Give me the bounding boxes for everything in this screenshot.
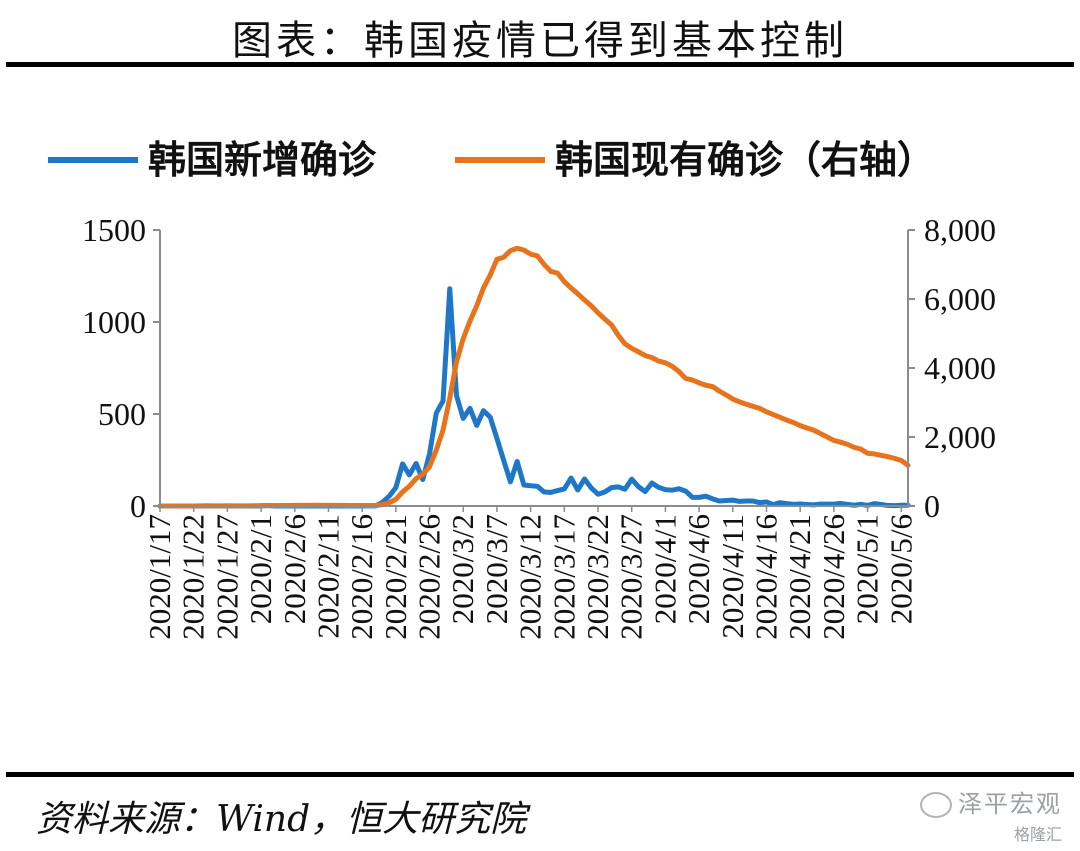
x-axis-tick-label: 2020/2/1	[243, 514, 278, 624]
x-axis-tick-label: 2020/4/21	[782, 514, 817, 640]
chart-legend: 韩国新增确诊 韩国现有确诊（右轴）	[48, 140, 935, 182]
x-axis-tick-label: 2020/4/16	[748, 514, 783, 640]
watermark-brand-text: 泽平宏观	[958, 790, 1062, 818]
x-axis-tick-labels: 2020/1/172020/1/222020/1/272020/2/12020/…	[142, 514, 918, 640]
x-axis-tick-label: 2020/3/27	[614, 514, 649, 640]
x-axis-tick-label: 2020/4/6	[681, 514, 716, 624]
right-axis-tick-label: 0	[924, 488, 940, 524]
series-line-active-cases	[157, 245, 911, 509]
x-axis-tick-label: 2020/2/6	[277, 514, 312, 624]
right-axis-tick-label: 4,000	[924, 350, 996, 386]
x-axis-tick-label: 2020/4/26	[816, 514, 851, 640]
right-axis-tick-label: 2,000	[924, 419, 996, 455]
legend-label: 韩国新增确诊	[148, 140, 377, 182]
x-axis-tick-label: 2020/4/1	[647, 514, 682, 624]
x-axis-tick-label: 2020/3/22	[580, 514, 615, 640]
x-axis-tick-label: 2020/3/7	[479, 514, 514, 624]
x-axis-tick-label: 2020/2/21	[378, 514, 413, 640]
chart-axes: 0 500 1000 1500 0 2,000 4,000 6,000 8,000	[82, 212, 996, 524]
x-axis-tick-label: 2020/2/26	[412, 514, 447, 640]
x-axis-tick-label: 2020/5/6	[883, 514, 918, 624]
plot-area	[157, 245, 911, 509]
x-axis-tick-label: 2020/2/11	[310, 514, 345, 639]
x-axis-tick-label: 2020/3/17	[546, 514, 581, 640]
x-axis-tick-label: 2020/2/16	[344, 514, 379, 640]
bottom-rule	[6, 772, 1074, 777]
x-axis-tick-label: 2020/1/17	[142, 514, 177, 640]
left-axis-tick-label: 1000	[82, 304, 146, 340]
source-note: 资料来源：Wind，恒大研究院	[36, 799, 527, 840]
left-axis-tick-label: 1500	[82, 212, 146, 248]
watermark: 泽平宏观 格隆汇	[920, 784, 1062, 845]
top-rule	[6, 62, 1074, 67]
x-axis-tick-label: 2020/5/1	[850, 514, 885, 624]
x-axis-tick-label: 2020/1/22	[176, 514, 211, 640]
right-axis-tick-label: 6,000	[924, 281, 996, 317]
x-axis-tick-label: 2020/1/27	[209, 514, 244, 640]
chart: 韩国新增确诊 韩国现有确诊（右轴） 0 500 1000 1500 0 2,000 4,000…	[48, 140, 996, 640]
page-title: 图表：韩国疫情已得到基本控制	[232, 18, 848, 64]
x-axis-tick-label: 2020/4/11	[715, 514, 750, 639]
x-axis-tick-label: 2020/3/2	[445, 514, 480, 624]
legend-label: 韩国现有确诊（右轴）	[555, 140, 935, 182]
watermark-sub: 格隆汇	[1013, 825, 1062, 844]
wechat-icon	[920, 792, 952, 818]
series-line-new-cases	[157, 286, 911, 509]
x-axis-tick-label: 2020/3/12	[513, 514, 548, 640]
left-axis-tick-label: 500	[98, 396, 146, 432]
left-axis-tick-label: 0	[130, 488, 146, 524]
right-axis-tick-label: 8,000	[924, 212, 996, 248]
watermark-brand: 泽平宏观	[920, 784, 1062, 819]
